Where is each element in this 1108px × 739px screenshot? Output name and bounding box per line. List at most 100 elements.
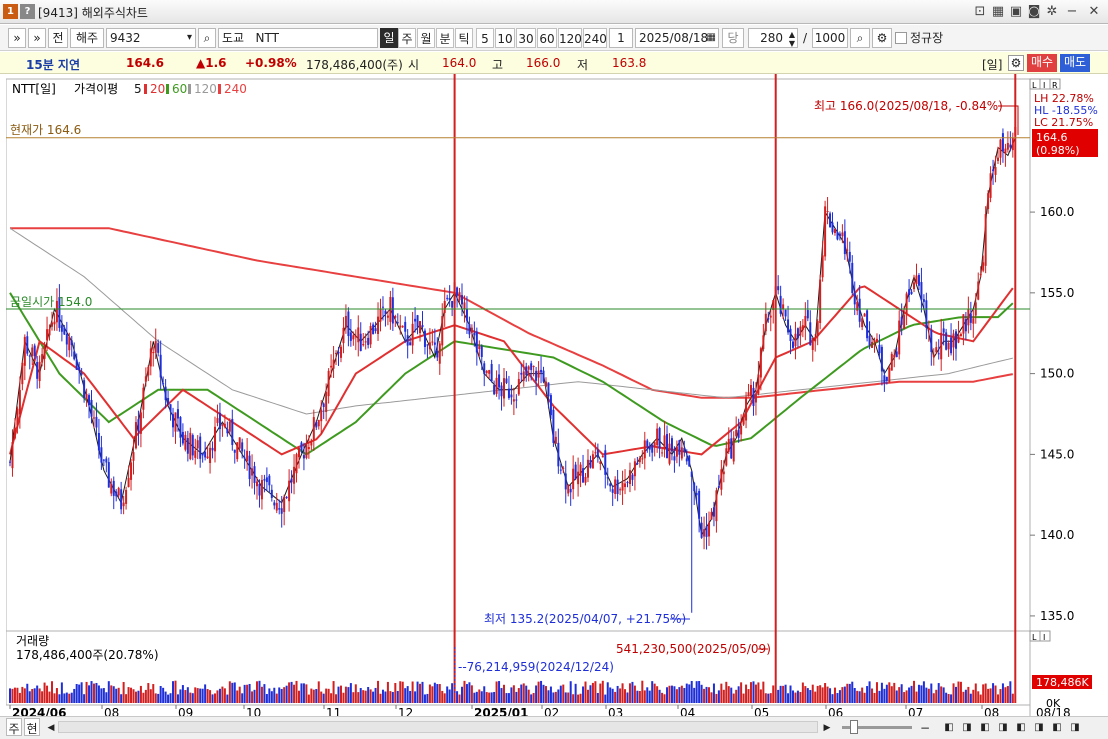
settings-icon[interactable]: ✲ <box>1046 4 1058 19</box>
volume-bar <box>898 687 901 703</box>
candle-body <box>394 316 397 318</box>
candle-body <box>824 206 827 257</box>
zoom-slider-handle[interactable] <box>850 720 858 734</box>
tool-icon-2[interactable]: ◨ <box>962 722 972 733</box>
reference-value: 154.0 <box>58 295 92 309</box>
candle-body <box>616 479 619 494</box>
volume-bar <box>811 684 814 703</box>
zoom-icon[interactable]: ⌕ <box>850 28 870 48</box>
count-input[interactable]: 280 ▲ ▼ <box>748 28 798 48</box>
buy-button[interactable]: 매수 <box>1027 54 1057 72</box>
volume-bar <box>769 693 772 703</box>
horizontal-scrollbar[interactable] <box>58 721 818 733</box>
open-label: 시 <box>408 58 420 72</box>
date-input[interactable]: 2025/08/18 ▦ <box>635 28 719 48</box>
volume-bar <box>890 686 893 703</box>
candle-body <box>619 489 622 491</box>
candle-body <box>172 414 175 428</box>
chart-area[interactable]: NTT[일] 가격이평 5 20 60 120 240 현재가 164.6 금일… <box>6 74 1102 726</box>
quote-settings-icon[interactable]: ⚙ <box>1008 55 1024 71</box>
tool-icon-4[interactable]: ◨ <box>998 722 1008 733</box>
search-icon[interactable]: ⌕ <box>198 28 216 48</box>
legend-ma60: 60 <box>172 82 187 96</box>
collapse-icon[interactable]: » <box>8 28 26 48</box>
volume-bar <box>453 74 456 703</box>
period-week[interactable]: 주 <box>398 28 416 48</box>
regular-session-checkbox[interactable] <box>895 32 907 44</box>
header-button-r[interactable] <box>1049 78 1061 90</box>
price-axis-tick-label: 135.0 <box>1040 609 1074 623</box>
candle-body <box>893 354 896 358</box>
period-day[interactable]: 일 <box>380 28 398 48</box>
volume-bar <box>522 683 525 703</box>
max-count-input[interactable]: 1000 <box>812 28 848 48</box>
candle-body <box>915 275 918 284</box>
multiplier-value: 1 <box>617 31 625 45</box>
volume-bar <box>917 684 920 703</box>
calendar-icon[interactable]: ▦ <box>706 32 716 43</box>
candle-body <box>384 310 387 314</box>
tool-icon-3[interactable]: ◧ <box>980 722 990 733</box>
high-annotation: 최고 166.0(2025/08/18, -0.84%) <box>814 99 1003 113</box>
volume-header-button-i[interactable] <box>1039 630 1051 642</box>
minimize-icon[interactable]: − <box>1066 4 1078 19</box>
zoom-slider[interactable] <box>842 726 912 729</box>
quote-bar: 15분 지연 164.6 ▲1.6 +0.98% 178,486,400(주) … <box>0 52 1108 74</box>
volume-bar <box>372 691 375 703</box>
candle-body <box>754 394 757 403</box>
interval-120[interactable]: 120 <box>558 28 582 48</box>
period-minute[interactable]: 분 <box>436 28 454 48</box>
tool-icon-1[interactable]: ◧ <box>944 722 954 733</box>
volume-bar <box>401 681 404 703</box>
tool-icon-5[interactable]: ◧ <box>1016 722 1026 733</box>
market-button[interactable]: 해주 <box>70 28 104 48</box>
copy-icon[interactable]: ▣ <box>1009 4 1023 19</box>
gear-icon[interactable]: ⚙ <box>872 28 892 48</box>
zoom-minus-icon[interactable]: − <box>919 721 931 735</box>
candle-body <box>698 490 701 519</box>
scroll-left-icon[interactable]: ◀ <box>47 723 55 733</box>
tool-icon-6[interactable]: ◨ <box>1034 722 1044 733</box>
scroll-right-icon[interactable]: ▶ <box>823 723 831 733</box>
volume-bar <box>335 694 338 703</box>
bottom-button-week[interactable]: 주 <box>6 718 22 736</box>
tool-icon-7[interactable]: ◧ <box>1052 722 1062 733</box>
camera-icon[interactable]: ◙ <box>1027 4 1041 19</box>
tool-icon-8[interactable]: ◨ <box>1070 722 1080 733</box>
candle-body <box>579 464 582 476</box>
sell-button[interactable]: 매도 <box>1060 54 1090 72</box>
period-month[interactable]: 월 <box>417 28 435 48</box>
candle-body <box>332 359 335 369</box>
volume-bar <box>285 685 288 703</box>
chevron-down-icon[interactable]: ▾ <box>186 32 192 43</box>
grid-icon[interactable]: ▦ <box>991 4 1005 19</box>
interval-10[interactable]: 10 <box>495 28 515 48</box>
candle-body <box>317 419 320 427</box>
candle-body <box>302 455 305 459</box>
candle-body <box>680 447 683 459</box>
bottom-button-current[interactable]: 현 <box>24 718 40 736</box>
spinner-icon[interactable]: ▲ ▼ <box>788 30 795 48</box>
volume-bar <box>409 690 412 703</box>
volume-bar <box>38 688 41 703</box>
multiplier-select[interactable]: 1 <box>609 28 633 48</box>
interval-30[interactable]: 30 <box>516 28 536 48</box>
volume-bar <box>273 687 276 703</box>
today-button[interactable]: 당 <box>722 28 744 48</box>
candle-body <box>275 502 278 511</box>
close-icon[interactable]: ✕ <box>1088 4 1100 19</box>
expand-icon[interactable]: » <box>28 28 46 48</box>
candle-body <box>794 333 797 347</box>
candle-body <box>354 336 357 338</box>
interval-240[interactable]: 240 <box>583 28 607 48</box>
symbol-input[interactable]: 9432 ▾ <box>106 28 196 48</box>
volume-bar <box>278 687 281 703</box>
reference-label-text: 금일시가 <box>10 295 54 309</box>
period-tick[interactable]: 틱 <box>455 28 473 48</box>
interval-5[interactable]: 5 <box>476 28 494 48</box>
volume-bar <box>552 692 555 703</box>
interval-60[interactable]: 60 <box>537 28 557 48</box>
prev-button[interactable]: 전 <box>48 28 68 48</box>
help-icon[interactable]: ? <box>20 4 35 19</box>
link-icon[interactable]: ⊡ <box>974 4 986 19</box>
